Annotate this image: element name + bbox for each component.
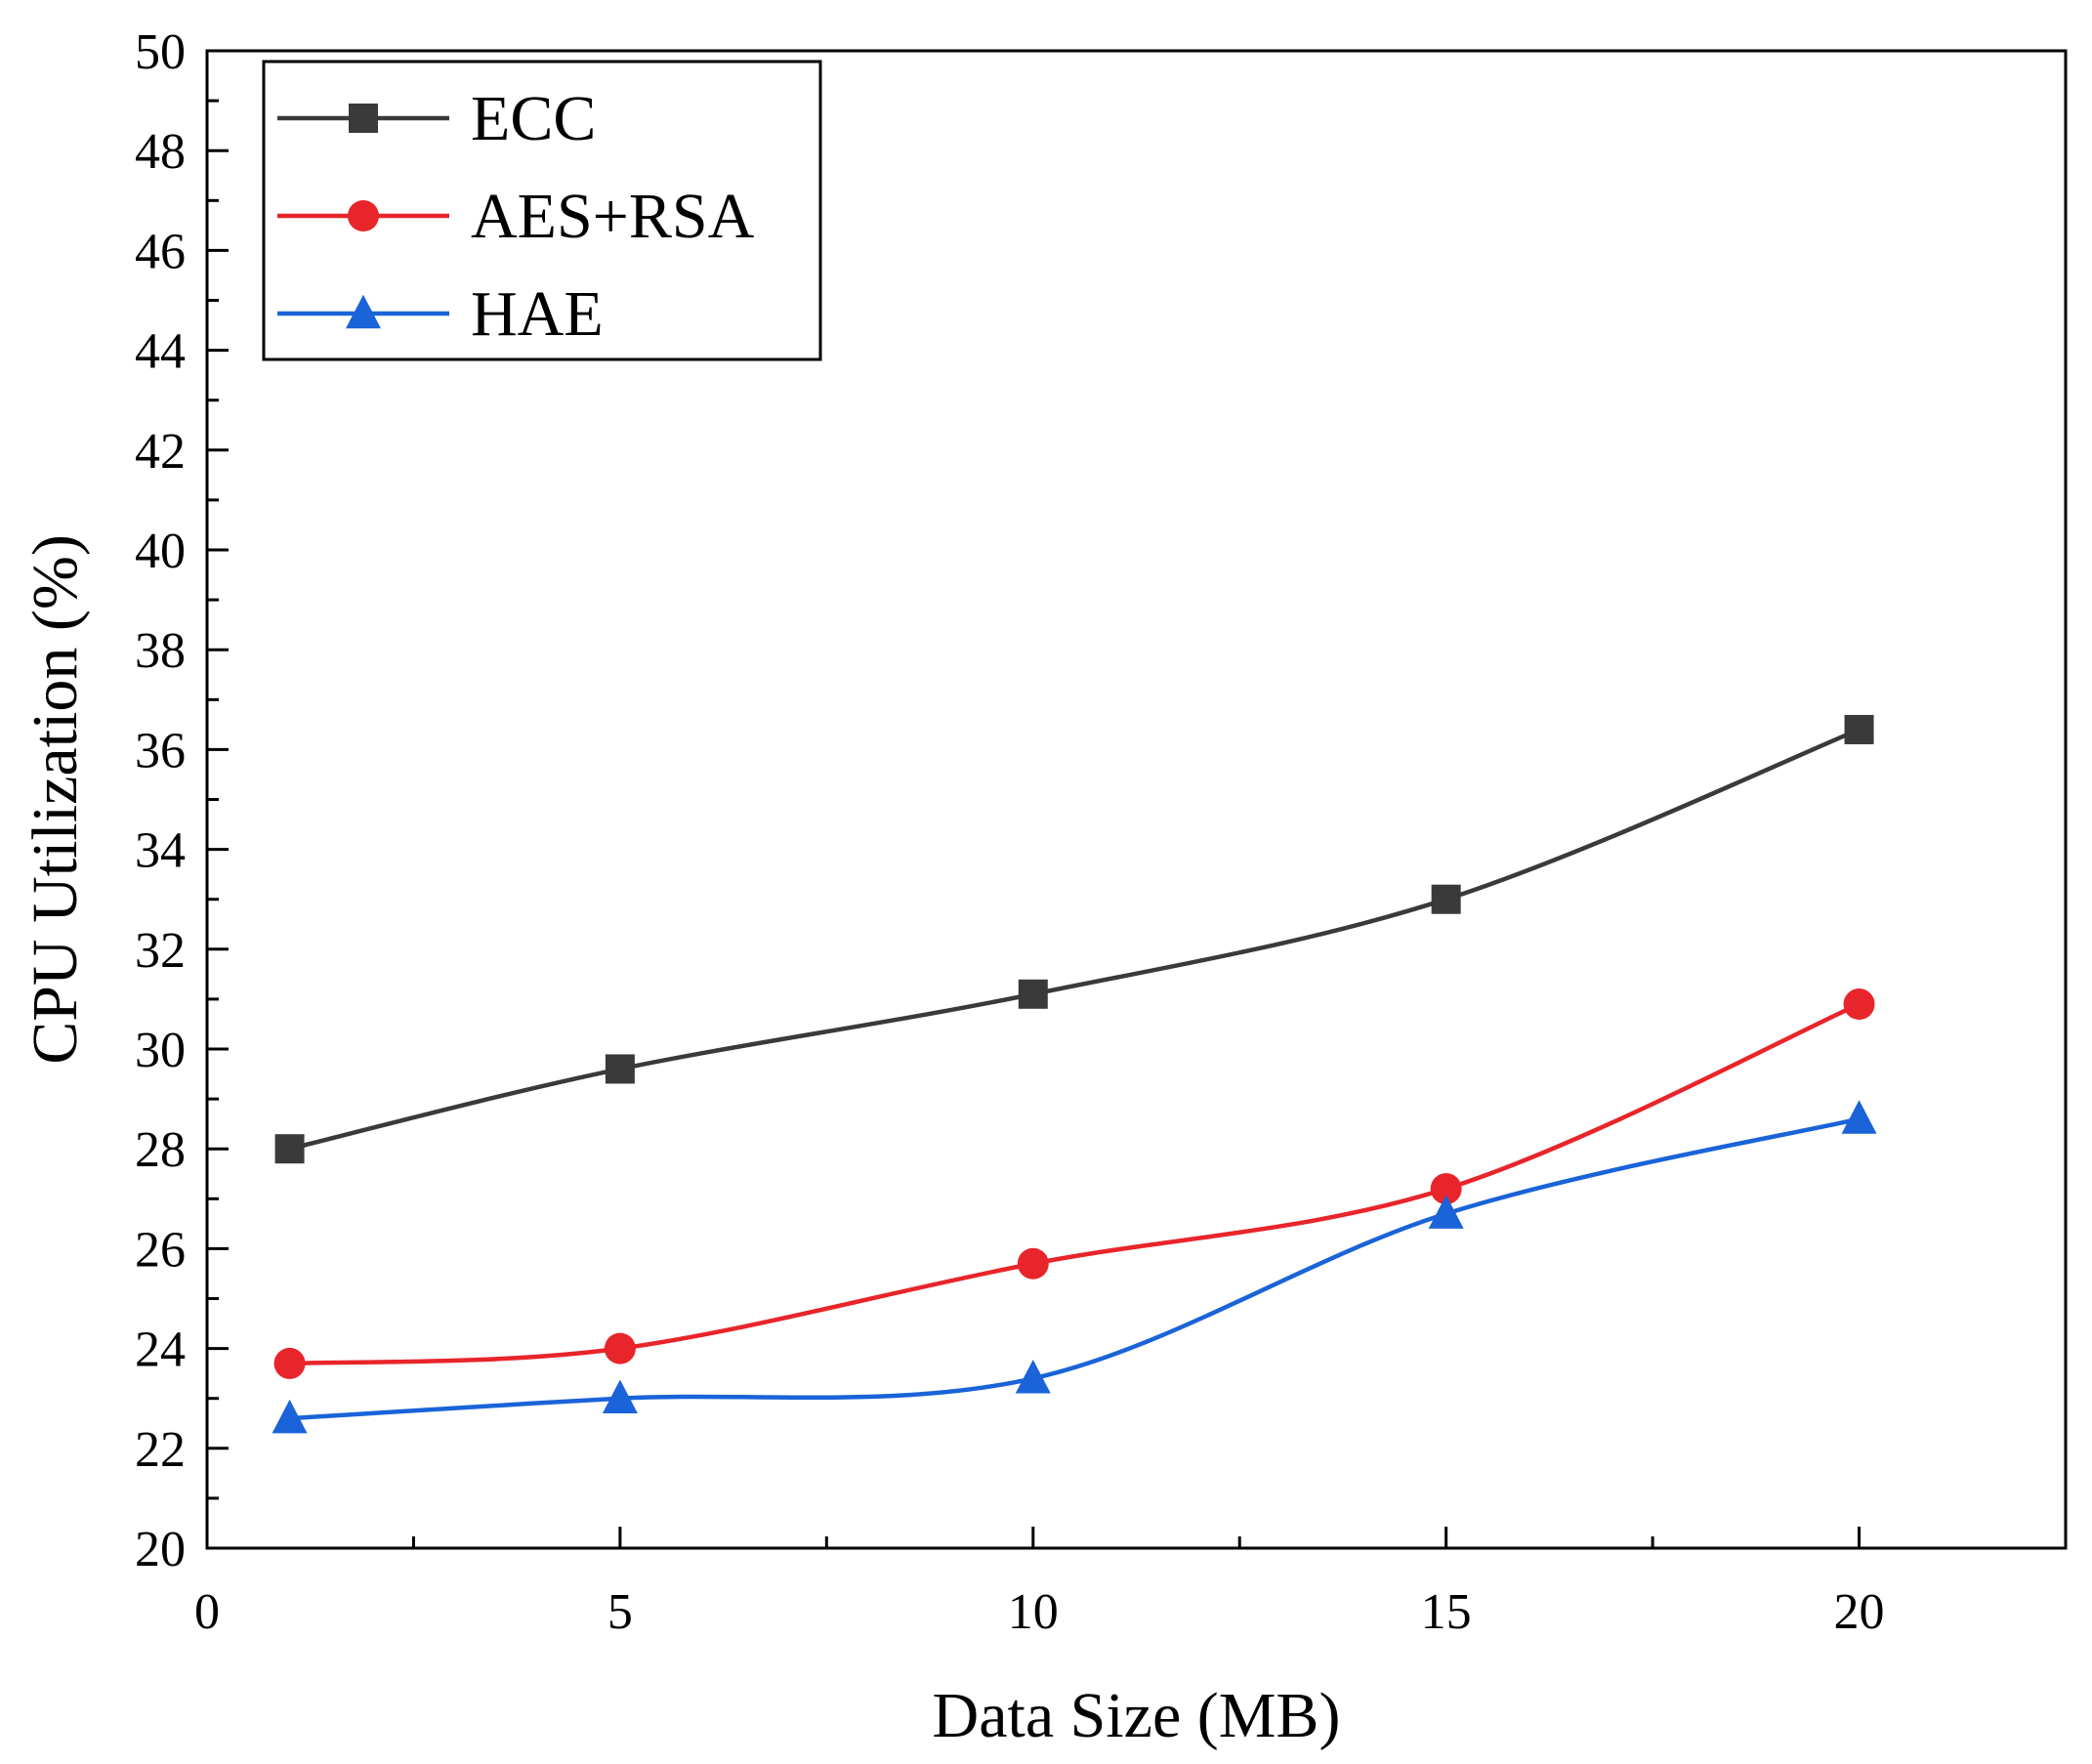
y-tick-label: 38 (135, 623, 186, 679)
y-tick-label: 28 (135, 1122, 186, 1178)
data-point (1018, 979, 1048, 1009)
legend-label: HAE (471, 278, 604, 350)
axes: 0 5 10 15 20 20 22 24 26 28 30 32 34 36 38 40 42 44 46 48 50 (135, 24, 2068, 1640)
y-tick-label: 42 (135, 424, 186, 480)
legend-marker (346, 294, 381, 329)
y-tick-label: 20 (135, 1522, 186, 1577)
legend-label: ECC (471, 83, 596, 154)
series-layer (272, 714, 1877, 1434)
series-aes-rsa (273, 988, 1875, 1379)
data-point (273, 1347, 306, 1379)
x-tick-label: 0 (194, 1584, 220, 1640)
series-line (289, 1116, 1861, 1421)
legend-marker (349, 104, 378, 133)
legend-label: AES+RSA (471, 181, 755, 252)
data-point (602, 1379, 638, 1413)
data-point (1843, 988, 1875, 1021)
legend: ECC AES+RSA HAE (262, 60, 822, 361)
series-line (289, 1001, 1861, 1366)
series-ecc (274, 714, 1874, 1164)
data-point (1844, 714, 1874, 744)
series-line (289, 727, 1861, 1152)
data-point (1841, 1100, 1877, 1134)
legend-marker (348, 200, 379, 231)
x-tick-label: 10 (1008, 1584, 1059, 1640)
x-tick-label: 15 (1421, 1584, 1472, 1640)
data-point (1017, 1247, 1049, 1280)
data-point (605, 1054, 635, 1084)
data-point (272, 1399, 308, 1434)
data-point (1428, 1195, 1464, 1229)
y-tick-label: 36 (135, 723, 186, 778)
x-axis-title: Data Size (MB) (933, 1680, 1341, 1751)
y-tick-label: 48 (135, 124, 186, 180)
data-point (1430, 1173, 1462, 1205)
y-tick-label: 32 (135, 923, 186, 979)
y-tick-label: 22 (135, 1422, 186, 1478)
y-tick-label: 30 (135, 1023, 186, 1078)
y-tick-label: 50 (135, 24, 186, 80)
y-axis-title: CPU Utilization (%) (20, 534, 91, 1065)
x-tick-label: 5 (607, 1584, 633, 1640)
legend-item: AES+RSA (277, 181, 755, 252)
legend-item: HAE (277, 278, 604, 350)
legend-item: ECC (277, 83, 596, 154)
x-tick-label: 20 (1834, 1584, 1885, 1640)
y-tick-label: 26 (135, 1222, 186, 1278)
y-tick-label: 46 (135, 224, 186, 279)
y-tick-label: 40 (135, 524, 186, 579)
series-hae (272, 1100, 1877, 1434)
data-point (1431, 884, 1461, 914)
y-tick-label: 24 (135, 1323, 186, 1378)
y-tick-label: 34 (135, 823, 186, 879)
y-tick-label: 44 (135, 324, 186, 380)
data-point (1015, 1360, 1051, 1394)
data-point (604, 1332, 636, 1365)
data-point (274, 1134, 305, 1164)
